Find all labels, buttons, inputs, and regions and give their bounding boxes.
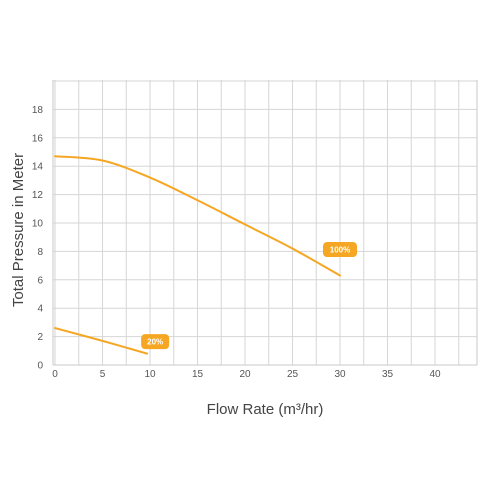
y-tick-label: 2 xyxy=(37,332,43,343)
y-tick-label: 10 xyxy=(32,219,44,230)
x-tick-label: 20 xyxy=(239,369,251,380)
x-tick-label: 15 xyxy=(192,369,204,380)
series-tag-label: 100% xyxy=(330,246,350,255)
tick-labels: 0 5 10 15 20 25 30 35 40 0 2 4 6 8 10 12 14 16 18 xyxy=(32,105,441,380)
y-tick-label: 14 xyxy=(32,162,44,173)
chart-grid xyxy=(52,80,478,366)
y-tick-label: 12 xyxy=(32,190,44,201)
series-tag-box xyxy=(323,242,357,258)
series-line-20pct xyxy=(54,327,149,355)
y-tick-label: 8 xyxy=(37,247,43,258)
series-tag-label: 20% xyxy=(147,338,163,347)
series-line-100pct xyxy=(54,155,341,277)
y-tick-label: 0 xyxy=(37,361,43,372)
chart-series xyxy=(54,155,341,355)
y-tick-label: 6 xyxy=(37,275,43,286)
x-tick-label: 25 xyxy=(287,369,299,380)
y-tick-label: 16 xyxy=(32,133,44,144)
x-tick-label: 10 xyxy=(144,369,156,380)
series-tags: 100% 20% xyxy=(141,242,357,350)
y-tick-label: 4 xyxy=(37,304,43,315)
x-tick-label: 40 xyxy=(429,369,441,380)
x-tick-label: 0 xyxy=(52,369,58,380)
x-axis-title: Flow Rate (m³/hr) xyxy=(207,401,324,418)
y-axis-title: Total Pressure in Meter xyxy=(10,153,27,307)
y-tick-label: 18 xyxy=(32,105,44,116)
x-tick-label: 5 xyxy=(100,369,106,380)
series-tag-box xyxy=(141,334,170,350)
x-tick-label: 30 xyxy=(334,369,346,380)
x-tick-label: 35 xyxy=(382,369,394,380)
